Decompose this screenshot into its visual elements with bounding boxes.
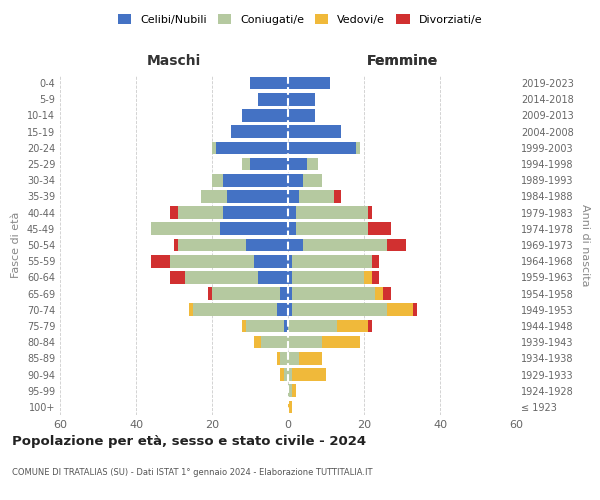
- Bar: [288, 384, 292, 397]
- Bar: [299, 190, 334, 202]
- Text: Femmine: Femmine: [367, 54, 437, 68]
- Bar: [246, 320, 284, 332]
- Bar: [212, 288, 280, 300]
- Bar: [413, 304, 417, 316]
- Bar: [250, 77, 288, 90]
- Bar: [208, 288, 212, 300]
- Bar: [227, 190, 288, 202]
- Bar: [277, 352, 280, 364]
- Text: Femmine: Femmine: [367, 54, 437, 68]
- Bar: [288, 206, 296, 219]
- Bar: [151, 222, 220, 235]
- Bar: [303, 238, 387, 252]
- Bar: [288, 190, 299, 202]
- Bar: [288, 93, 314, 106]
- Bar: [193, 304, 277, 316]
- Bar: [288, 158, 307, 170]
- Bar: [223, 174, 288, 186]
- Bar: [292, 304, 387, 316]
- Bar: [151, 255, 170, 268]
- Y-axis label: Fasce di età: Fasce di età: [11, 212, 21, 278]
- Bar: [356, 142, 360, 154]
- Bar: [371, 271, 379, 283]
- Bar: [288, 222, 296, 235]
- Bar: [288, 288, 292, 300]
- Bar: [288, 336, 322, 348]
- Bar: [337, 320, 368, 332]
- Bar: [200, 190, 227, 202]
- Bar: [174, 238, 178, 252]
- Bar: [277, 304, 288, 316]
- Bar: [387, 304, 413, 316]
- Bar: [292, 288, 376, 300]
- Bar: [288, 352, 299, 364]
- Bar: [288, 271, 292, 283]
- Bar: [284, 368, 288, 381]
- Bar: [231, 126, 288, 138]
- Bar: [280, 352, 288, 364]
- Bar: [189, 304, 193, 316]
- Bar: [376, 288, 383, 300]
- Legend: Celibi/Nubili, Coniugati/e, Vedovi/e, Divorziati/e: Celibi/Nubili, Coniugati/e, Vedovi/e, Di…: [115, 10, 485, 28]
- Bar: [288, 400, 292, 413]
- Bar: [284, 320, 288, 332]
- Bar: [368, 206, 371, 219]
- Bar: [242, 109, 288, 122]
- Bar: [254, 255, 288, 268]
- Bar: [170, 206, 178, 219]
- Bar: [371, 255, 379, 268]
- Bar: [220, 222, 288, 235]
- Bar: [387, 238, 406, 252]
- Bar: [368, 222, 391, 235]
- Bar: [292, 384, 296, 397]
- Bar: [292, 368, 326, 381]
- Text: Maschi: Maschi: [147, 54, 201, 68]
- Bar: [185, 271, 257, 283]
- Bar: [170, 255, 254, 268]
- Bar: [216, 142, 288, 154]
- Bar: [364, 271, 371, 283]
- Bar: [307, 158, 319, 170]
- Bar: [288, 142, 356, 154]
- Bar: [303, 174, 322, 186]
- Bar: [257, 271, 288, 283]
- Bar: [170, 271, 185, 283]
- Bar: [288, 174, 303, 186]
- Bar: [288, 126, 341, 138]
- Bar: [299, 352, 322, 364]
- Bar: [383, 288, 391, 300]
- Bar: [292, 255, 371, 268]
- Bar: [178, 206, 223, 219]
- Bar: [288, 109, 314, 122]
- Text: COMUNE DI TRATALIAS (SU) - Dati ISTAT 1° gennaio 2024 - Elaborazione TUTTITALIA.: COMUNE DI TRATALIAS (SU) - Dati ISTAT 1°…: [12, 468, 373, 477]
- Bar: [212, 142, 216, 154]
- Bar: [334, 190, 341, 202]
- Bar: [322, 336, 360, 348]
- Bar: [288, 77, 330, 90]
- Bar: [242, 320, 246, 332]
- Bar: [280, 288, 288, 300]
- Bar: [288, 304, 292, 316]
- Bar: [178, 238, 246, 252]
- Bar: [288, 255, 292, 268]
- Bar: [246, 238, 288, 252]
- Y-axis label: Anni di nascita: Anni di nascita: [580, 204, 590, 286]
- Bar: [292, 271, 364, 283]
- Bar: [254, 336, 262, 348]
- Bar: [250, 158, 288, 170]
- Bar: [262, 336, 288, 348]
- Bar: [288, 238, 303, 252]
- Bar: [242, 158, 250, 170]
- Bar: [296, 222, 368, 235]
- Bar: [223, 206, 288, 219]
- Bar: [288, 320, 337, 332]
- Bar: [288, 368, 292, 381]
- Text: Popolazione per età, sesso e stato civile - 2024: Popolazione per età, sesso e stato civil…: [12, 435, 366, 448]
- Bar: [296, 206, 368, 219]
- Bar: [257, 93, 288, 106]
- Bar: [280, 368, 284, 381]
- Bar: [368, 320, 371, 332]
- Bar: [212, 174, 223, 186]
